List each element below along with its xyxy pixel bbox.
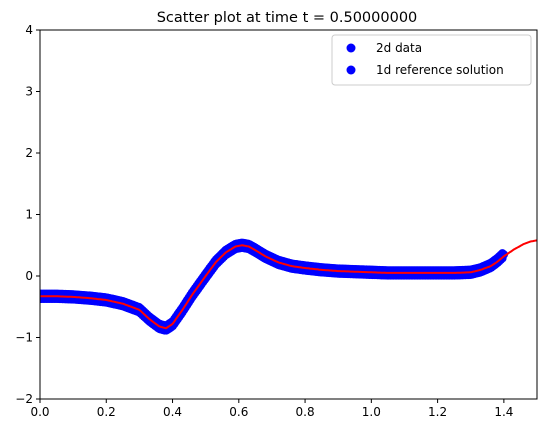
y-tick-label: 1	[25, 208, 33, 222]
reference-line	[40, 239, 537, 330]
plot-area	[40, 238, 537, 335]
plot-content	[40, 238, 537, 335]
x-tick-label: 0.2	[97, 405, 116, 419]
y-tick-label: −2	[15, 392, 33, 406]
y-tick-label: 0	[25, 269, 33, 283]
legend-marker	[346, 43, 356, 53]
legend-marker	[346, 65, 356, 75]
legend-box	[331, 34, 532, 86]
x-tick-label: 1.2	[428, 405, 447, 419]
legend: 2d data 1d reference solution	[331, 34, 532, 86]
y-tick-label: 4	[25, 23, 33, 37]
y-tick-label: 3	[25, 85, 33, 99]
y-tick-label: 2	[25, 146, 33, 160]
y-tick-label: −1	[15, 331, 33, 345]
legend-label: 2d data	[376, 41, 422, 55]
x-tick-label: 0.4	[163, 405, 182, 419]
x-tick-label: 0.6	[229, 405, 248, 419]
x-tick-label: 0.8	[296, 405, 315, 419]
legend-label: 1d reference solution	[376, 63, 504, 77]
x-tick-label: 1.0	[362, 405, 381, 419]
x-tick-label: 0.0	[30, 405, 49, 419]
chart-title: Scatter plot at time t = 0.50000000	[157, 10, 418, 26]
data-point	[499, 250, 509, 259]
x-tick-label: 1.4	[494, 405, 513, 419]
axes: 0.0 0.2 0.4 0.6 0.8 1.0 1.2 1.4 −2 −1 0 1 2 3 4	[15, 23, 538, 419]
